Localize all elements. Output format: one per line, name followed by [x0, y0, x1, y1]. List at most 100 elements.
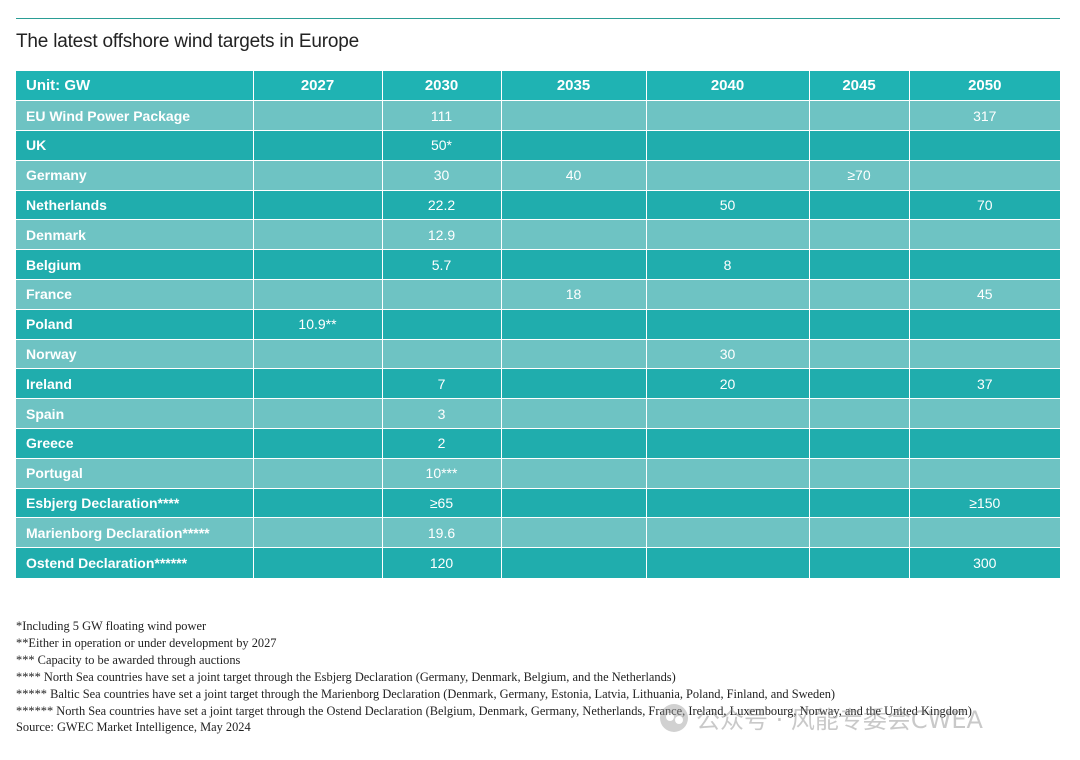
- row-label: Norway: [16, 339, 253, 370]
- table-cell: 7: [381, 368, 501, 400]
- table-row: Netherlands 22.2 50 70: [16, 190, 1060, 221]
- table-row: Marienborg Declaration***** 19.6: [16, 517, 1060, 549]
- table-row: UK 50*: [16, 130, 1060, 161]
- year-header: 2035: [500, 71, 646, 102]
- table-cell: [808, 547, 909, 578]
- table-cell: [908, 249, 1060, 281]
- table-cell: [381, 279, 501, 310]
- table-cell: 20: [645, 368, 809, 400]
- table-cell: 18: [500, 279, 646, 310]
- table-cell: [252, 190, 382, 221]
- table-row: Denmark 12.9: [16, 219, 1060, 251]
- table-cell: [808, 428, 909, 459]
- table-cell: [500, 368, 646, 400]
- row-label: UK: [16, 130, 253, 161]
- year-header: 2050: [908, 71, 1060, 102]
- table-row: Greece 2: [16, 428, 1060, 459]
- year-header: 2027: [252, 71, 382, 102]
- row-label: EU Wind Power Package: [16, 100, 253, 132]
- table-cell: [645, 547, 809, 578]
- table-cell: [908, 458, 1060, 489]
- table-cell: [252, 279, 382, 310]
- row-label: Portugal: [16, 458, 253, 489]
- table-cell: [252, 130, 382, 161]
- table-header-row: Unit: GW 2027 2030 2035 2040 2045 2050: [16, 71, 1060, 102]
- table-cell: 37: [908, 368, 1060, 400]
- table-cell: [808, 249, 909, 281]
- table-cell: [500, 249, 646, 281]
- table-cell: 12.9: [381, 219, 501, 251]
- table-cell: [808, 398, 909, 430]
- table-cell: [252, 249, 382, 281]
- year-header: 2040: [645, 71, 809, 102]
- table-cell: [645, 100, 809, 132]
- table-cell: [908, 339, 1060, 370]
- page-title: The latest offshore wind targets in Euro…: [16, 31, 359, 52]
- table-cell: [645, 279, 809, 310]
- footnote: **** North Sea countries have set a join…: [16, 669, 676, 684]
- table-cell: 3: [381, 398, 501, 430]
- table-row: EU Wind Power Package 111 317: [16, 100, 1060, 132]
- table-cell: [252, 160, 382, 191]
- table-cell: [500, 398, 646, 430]
- table-cell: 70: [908, 190, 1060, 221]
- table-row: Portugal 10***: [16, 458, 1060, 489]
- table-cell: [500, 547, 646, 578]
- table-cell: [908, 130, 1060, 161]
- table-cell: [808, 100, 909, 132]
- table-row: Esbjerg Declaration**** ≥65 ≥150: [16, 488, 1060, 519]
- table-cell: [500, 130, 646, 161]
- table-cell: ≥70: [808, 160, 909, 191]
- table-cell: [908, 309, 1060, 340]
- table-cell: 120: [381, 547, 501, 578]
- table-cell: [808, 219, 909, 251]
- table-cell: 45: [908, 279, 1060, 310]
- table-cell: [808, 309, 909, 340]
- row-label: Ireland: [16, 368, 253, 400]
- table-cell: [908, 219, 1060, 251]
- row-label: Ostend Declaration******: [16, 547, 253, 578]
- table-cell: 10.9**: [252, 309, 382, 340]
- unit-label: Unit: GW: [16, 71, 253, 102]
- table-cell: [808, 130, 909, 161]
- table-cell: [645, 160, 809, 191]
- year-header: 2045: [808, 71, 909, 102]
- year-header: 2030: [381, 71, 501, 102]
- table-cell: [500, 458, 646, 489]
- table-row: Poland 10.9**: [16, 309, 1060, 340]
- table-cell: 40: [500, 160, 646, 191]
- table-cell: [908, 517, 1060, 549]
- footnote: *** Capacity to be awarded through aucti…: [16, 652, 241, 667]
- table-cell: [381, 339, 501, 370]
- row-label: Germany: [16, 160, 253, 191]
- table-cell: [252, 458, 382, 489]
- footnote: ****** North Sea countries have set a jo…: [16, 703, 972, 718]
- table-cell: [252, 339, 382, 370]
- table-cell: [645, 428, 809, 459]
- table-cell: [808, 368, 909, 400]
- table-row: Ireland 7 20 37: [16, 368, 1060, 400]
- table-cell: 30: [381, 160, 501, 191]
- table-cell: [252, 219, 382, 251]
- row-label: Belgium: [16, 249, 253, 281]
- table-cell: [252, 517, 382, 549]
- table-row: France 18 45: [16, 279, 1060, 310]
- table-cell: ≥150: [908, 488, 1060, 519]
- table-cell: [908, 428, 1060, 459]
- table-row: Norway 30: [16, 339, 1060, 370]
- footnote: ***** Baltic Sea countries have set a jo…: [16, 686, 836, 701]
- footnote: *Including 5 GW floating wind power: [16, 619, 207, 633]
- table-cell: [645, 517, 809, 549]
- table-cell: 317: [908, 100, 1060, 132]
- table-cell: 300: [908, 547, 1060, 578]
- table-cell: [808, 488, 909, 519]
- table-cell: 8: [645, 249, 809, 281]
- table-cell: [500, 100, 646, 132]
- table-cell: [252, 398, 382, 430]
- top-rule: [16, 18, 1060, 19]
- table-cell: [808, 458, 909, 489]
- table-row: Germany 30 40 ≥70: [16, 160, 1060, 191]
- table-cell: [645, 130, 809, 161]
- table-cell: ≥65: [381, 488, 501, 519]
- table-cell: [645, 398, 809, 430]
